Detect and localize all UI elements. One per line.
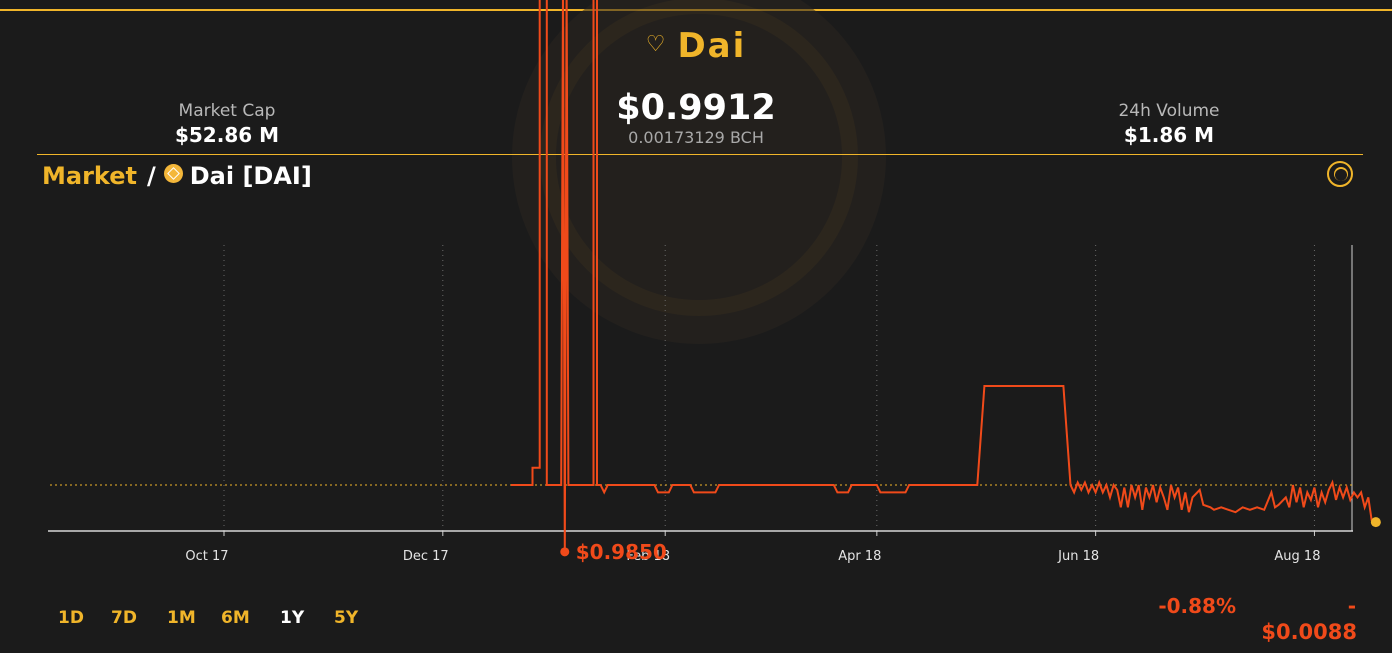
volume-stat: 24h Volume $1.86 M	[1059, 101, 1279, 147]
change-absolute-sign: -	[1347, 594, 1356, 618]
coin-title: ♡ Dai	[0, 26, 1392, 66]
range-button-6m[interactable]: 6M	[221, 608, 250, 628]
price-line	[511, 0, 1373, 552]
breadcrumb-market-link[interactable]: Market	[42, 162, 137, 190]
coin-name: Dai	[677, 26, 747, 66]
chart-markers: $1.1000$0.9850	[560, 517, 1381, 564]
breadcrumb: Market / Dai [DAI]	[42, 162, 312, 190]
coin-price-bch: 0.00173129 BCH	[628, 128, 764, 147]
x-tick-label: Jun 18	[1057, 549, 1099, 564]
market-cap-value: $52.86 M	[174, 123, 280, 147]
moon-icon	[1334, 167, 1348, 181]
dai-coin-icon	[163, 164, 183, 183]
chart-axes: Oct 17 Dec 17 Feb 18 Apr 18 Jun 18 Aug 18	[48, 530, 1353, 564]
chart-grid	[50, 245, 1353, 531]
market-cap-label: Market Cap	[178, 101, 276, 121]
change-percent: -0.88%	[1158, 594, 1236, 618]
coin-watermark-logo	[512, 0, 886, 344]
x-tick-label: Dec 17	[403, 549, 449, 564]
range-button-1d[interactable]: 1D	[58, 608, 84, 628]
favorite-heart-icon[interactable]: ♡	[645, 32, 666, 57]
x-tick-label: Oct 17	[185, 549, 228, 564]
chart-series	[511, 0, 1373, 552]
range-button-7d[interactable]: 7D	[111, 608, 137, 628]
volume-label: 24h Volume	[1118, 101, 1220, 121]
current-marker	[1370, 517, 1381, 528]
range-button-5y[interactable]: 5Y	[334, 608, 359, 628]
coin-price: $0.9912	[616, 88, 776, 128]
range-button-1y[interactable]: 1Y	[280, 608, 305, 628]
breadcrumb-pair: Dai [DAI]	[189, 162, 312, 190]
range-button-1m[interactable]: 1M	[167, 608, 196, 628]
header-divider	[37, 154, 1363, 155]
low-marker	[560, 547, 570, 557]
x-tick-label: Aug 18	[1274, 549, 1320, 564]
low-label: $0.9850	[576, 540, 667, 564]
x-tick-label: Feb 18	[626, 549, 670, 564]
change-absolute: $0.0088	[1261, 620, 1357, 644]
x-tick-label: Apr 18	[838, 549, 881, 564]
breadcrumb-separator: /	[146, 162, 156, 190]
theme-toggle-button[interactable]	[1327, 161, 1353, 187]
volume-value: $1.86 M	[1123, 123, 1215, 147]
market-cap-stat: Market Cap $52.86 M	[117, 101, 337, 147]
